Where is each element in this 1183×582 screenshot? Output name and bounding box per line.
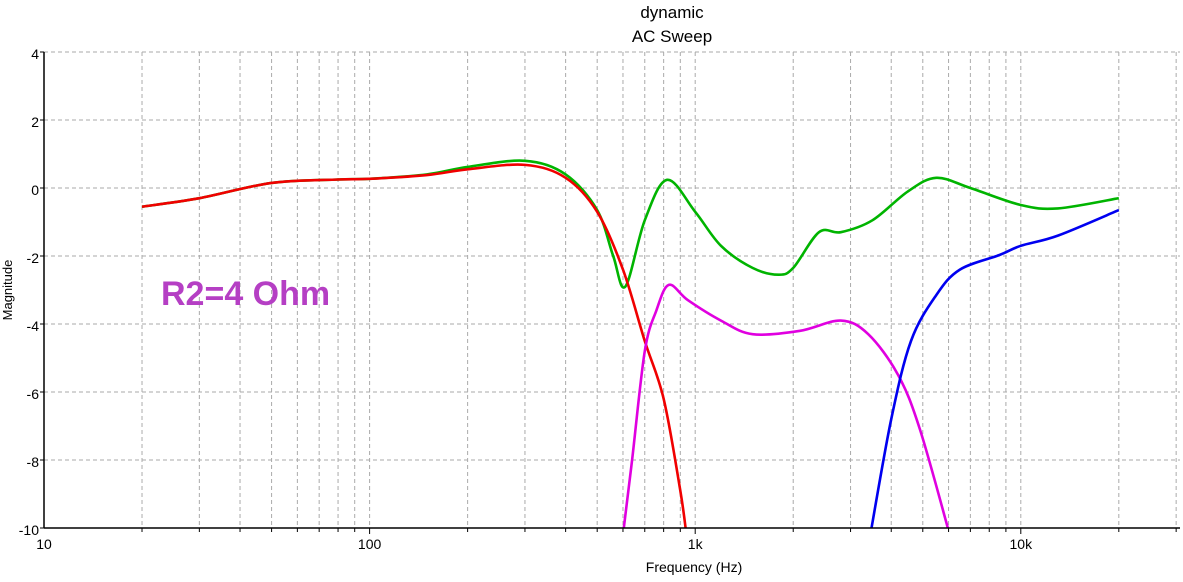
- x-tick-label: 10: [36, 536, 52, 552]
- x-tick-label: 10k: [1010, 536, 1034, 552]
- chart-subtitle: AC Sweep: [632, 27, 712, 46]
- x-tick-label: 100: [358, 536, 382, 552]
- series-line-midrange: [622, 283, 950, 528]
- chart-title: dynamic: [640, 3, 704, 22]
- series-group: [141, 159, 1120, 528]
- y-tick-label: -6: [27, 386, 40, 402]
- y-axis-label: Magnitude: [0, 260, 15, 321]
- y-tick-label: -4: [27, 318, 40, 334]
- y-tick-label: -8: [27, 454, 40, 470]
- series-line-woofer: [141, 163, 687, 528]
- y-tick-label: 4: [31, 46, 39, 62]
- x-axis-label: Frequency (Hz): [646, 559, 742, 575]
- y-tick-label: -2: [27, 250, 40, 266]
- annotation-label: R2=4 Ohm: [161, 275, 330, 313]
- y-tick-label: -10: [19, 522, 39, 538]
- x-tick-label: 1k: [688, 536, 704, 552]
- y-tick-label: 2: [31, 114, 39, 130]
- series-line-total: [141, 159, 1120, 289]
- series-line-tweeter: [870, 208, 1120, 528]
- y-tick-label: 0: [31, 182, 39, 198]
